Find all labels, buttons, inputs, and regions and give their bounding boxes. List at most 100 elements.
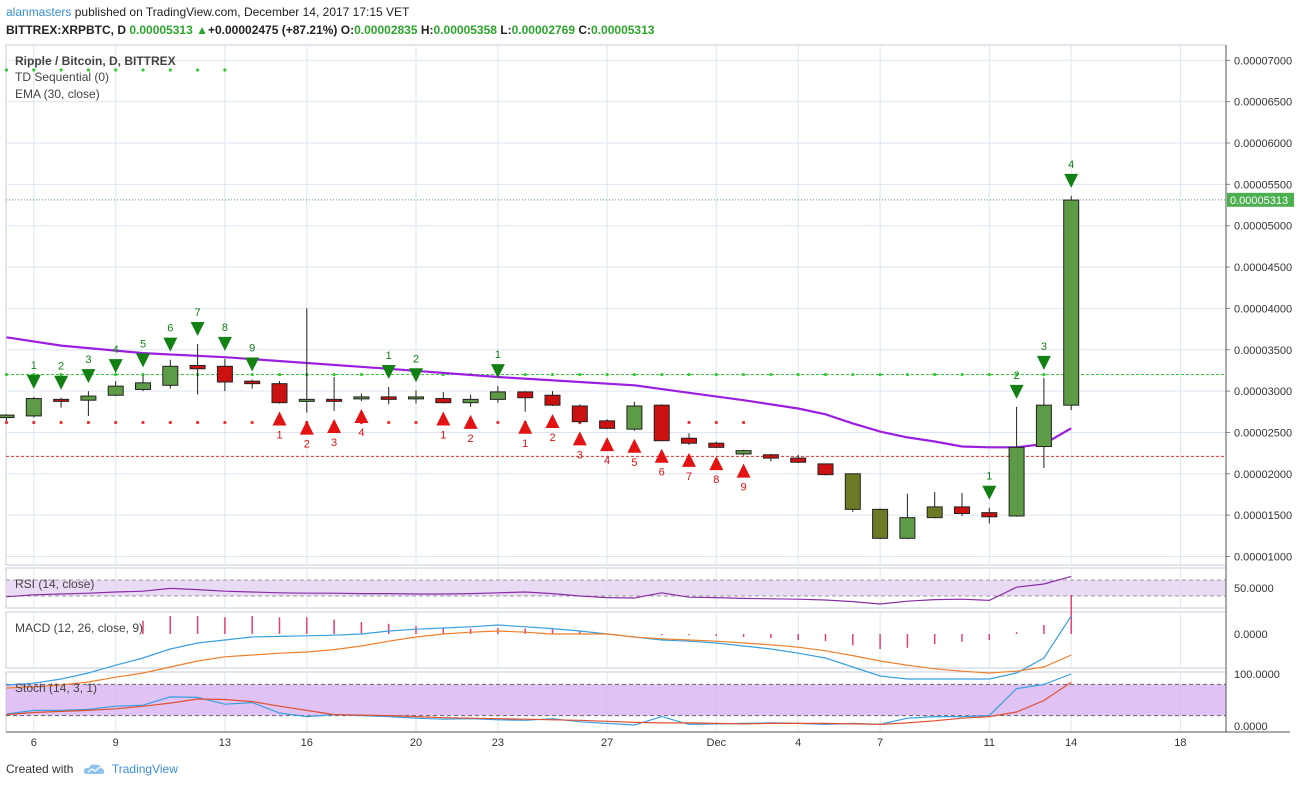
y-tick-label: 0.00007000 [1234,55,1292,67]
candles [0,195,1080,540]
candle-body [135,382,151,390]
candle-body [926,506,943,519]
candle-body [1035,404,1052,448]
x-tick-label: 9 [113,737,119,749]
td-buy-count: 7 [195,307,201,319]
td-buy-count: 1 [986,471,992,483]
td-level-dot [714,420,718,425]
y-tick-label: 0.00002500 [1234,427,1292,439]
td-buy-count: 2 [1014,370,1020,382]
td-level-dot [114,420,118,425]
td-level-dot [4,68,9,72]
td-level-dot [851,372,855,377]
author-link[interactable]: alanmasters [6,5,72,19]
td-level-dot [223,420,227,425]
tradingview-link[interactable]: TradingView [111,762,178,776]
td-level-dot [823,372,828,377]
td-level-dot [414,420,418,425]
td-level-dot [59,68,63,72]
td-sell-count: 7 [686,471,692,483]
td-level-dot [250,420,254,425]
td-legend: TD Sequential (0) [15,70,110,84]
td-level-dot [168,420,172,425]
td-buy-count: 6 [167,323,173,335]
td-sell-marker [627,438,642,453]
candle-body [1008,446,1025,517]
td-level-dot [742,420,746,425]
td-level-dot [223,68,227,72]
td-buy-count: 3 [85,354,91,366]
td-sell-marker [600,437,615,452]
rsi-legend: RSI (14, close) [15,577,95,591]
td-level-dot [550,372,555,377]
td-sell-count: 8 [713,474,719,486]
symbol-name: BITTREX:XRPBTC, D [6,23,126,37]
last-price: 0.00005313 [129,23,193,37]
td-level-dot [387,420,391,425]
td-sell-count: 4 [358,427,364,439]
td-buy-count: 8 [222,322,228,334]
td-sell-count: 2 [304,439,310,451]
ema-line [6,336,1072,449]
macd-legend: MACD (12, 26, close, 9) [15,621,144,635]
td-level-dot [523,372,527,377]
x-tick-label: 13 [219,737,231,749]
indicator-lines [6,575,1072,726]
x-tick-label: Dec [707,737,727,749]
td-sell-marker [682,452,696,467]
x-tick-label: 18 [1174,737,1186,749]
td-level-dot [660,372,664,377]
td-level-dot [168,68,172,72]
td-buy-marker [1036,355,1051,370]
low-label: L: [500,23,512,37]
candle-body [653,404,670,442]
y-tick-label: 0.00001000 [1234,552,1292,564]
indicator-bands [6,579,1226,717]
td-level-dot [960,372,964,377]
close-label: C: [578,23,592,37]
td-buy-count: 1 [31,360,37,372]
candle-body [844,473,861,510]
candle-body [571,405,588,423]
stoch-tick-label: 0.0000 [1234,721,1268,733]
x-tick-label: 6 [31,737,37,749]
candle-body [544,394,561,406]
main-legend-title: Ripple / Bitcoin, D, BITTREX [15,54,176,68]
candle-body [626,405,643,430]
candle-body [162,365,179,386]
close-value: 0.00005313 [591,23,655,37]
td-sell-count: 1 [276,430,282,442]
candle-body [708,442,725,448]
td-level-dot [86,420,90,425]
macd-line [6,615,1072,686]
y-tick-label: 0.00003500 [1234,345,1292,357]
last-price-tag-label: 0.00005313 [1230,195,1288,207]
td-level-dot [933,372,937,377]
ema-line-path [6,336,1072,449]
td-buy-marker [409,368,423,383]
x-tick-label: 7 [877,737,883,749]
td-level-dot [605,372,609,377]
td-buy-marker [108,359,123,374]
td-level-dot [987,372,991,377]
x-tick-label: 23 [492,737,504,749]
td-level-dot [277,372,282,377]
candle-body [681,437,697,444]
td-buy-count: 3 [1041,341,1047,353]
td-sell-count: 5 [631,457,637,469]
td-buy-marker [381,364,396,379]
candle-body [762,454,779,459]
y-tick-label: 0.00004500 [1234,262,1292,274]
td-sell-count: 4 [604,455,610,467]
td-level-dot [632,372,637,377]
x-tick-label: 11 [984,737,995,749]
candle-body [189,364,206,370]
candle-body [981,512,998,518]
x-tick-label: 14 [1065,737,1077,749]
td-buy-count: 2 [413,353,419,365]
stoch-legend: Stoch (14, 3, 1) [15,681,98,695]
td-sell-count: 3 [331,437,337,449]
td-sell-marker [327,418,342,433]
candle-body [899,517,916,539]
